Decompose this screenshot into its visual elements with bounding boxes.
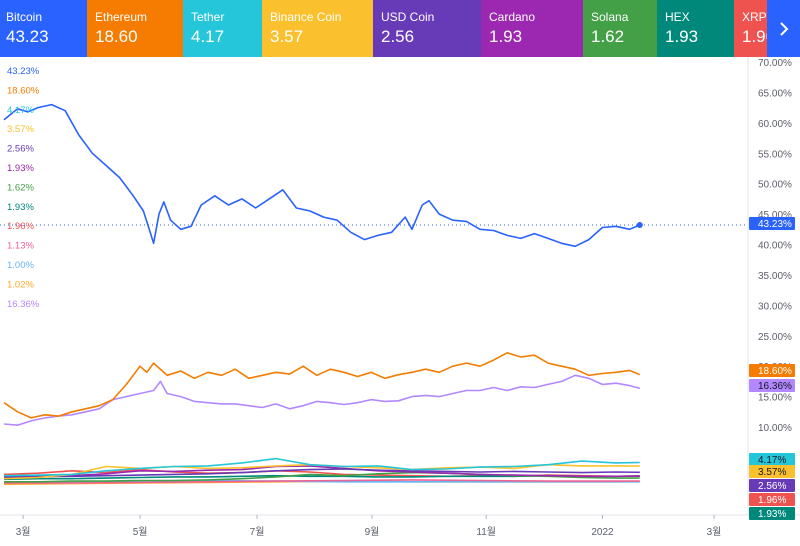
value-badge bbox=[749, 465, 795, 478]
tab-name: Bitcoin bbox=[6, 10, 43, 24]
tab-name: Solana bbox=[591, 10, 629, 24]
series-line-3 bbox=[3, 457, 640, 477]
value-badge bbox=[749, 507, 795, 520]
value-badge-text: 3.57% bbox=[758, 467, 786, 478]
tab-value: 18.60 bbox=[95, 27, 138, 46]
tab-value: 1.96 bbox=[742, 27, 767, 46]
series-line-2 bbox=[3, 374, 641, 427]
tab-value: 1.93 bbox=[489, 27, 523, 46]
series-line-5 bbox=[3, 468, 640, 478]
series-line-6 bbox=[3, 465, 640, 479]
tab-cardano[interactable]: Cardano 1.93 bbox=[481, 0, 583, 57]
series-line-1 bbox=[3, 351, 641, 419]
y-tick-label: 10.00% bbox=[758, 423, 792, 434]
y-tick-label: 25.00% bbox=[758, 332, 792, 343]
chevron-right-icon bbox=[779, 21, 788, 36]
legend-value: 1.02% bbox=[7, 279, 34, 290]
value-badge-text: 2.56% bbox=[758, 481, 786, 492]
value-badge bbox=[749, 364, 795, 377]
tab-usd-coin[interactable]: USD Coin 2.56 bbox=[373, 0, 481, 57]
y-tick-label: 35.00% bbox=[758, 271, 792, 282]
tab-value: 1.93 bbox=[665, 27, 699, 46]
value-badge bbox=[749, 453, 795, 466]
legend-value: 1.93% bbox=[7, 202, 34, 213]
x-tick-label: 11월 bbox=[476, 526, 496, 538]
value-badge bbox=[749, 479, 795, 492]
legend-value: 16.36% bbox=[7, 299, 40, 310]
tab-hex[interactable]: HEX 1.93 bbox=[657, 0, 734, 57]
tab-name: Binance Coin bbox=[270, 10, 342, 24]
legend-value: 1.93% bbox=[7, 163, 34, 174]
tab-name: USD Coin bbox=[381, 10, 435, 24]
legend-value: 3.57% bbox=[7, 124, 34, 135]
next-tabs-button[interactable] bbox=[767, 0, 800, 57]
x-tick-label: 5월 bbox=[133, 526, 148, 538]
tab-tether[interactable]: Tether 4.17 bbox=[183, 0, 262, 57]
tab-name: Cardano bbox=[489, 10, 536, 24]
tab-solana[interactable]: Solana 1.62 bbox=[583, 0, 657, 57]
tab-value: 43.23 bbox=[6, 27, 49, 46]
y-tick-label: 65.00% bbox=[758, 88, 792, 99]
value-badge bbox=[749, 217, 795, 230]
series-line-0 bbox=[3, 103, 641, 248]
tab-value: 1.62 bbox=[591, 27, 625, 46]
tab-name: Ethereum bbox=[95, 10, 148, 24]
tab-value: 4.17 bbox=[191, 27, 225, 46]
y-tick-label: 15.00% bbox=[758, 393, 792, 404]
legend-value: 4.17% bbox=[7, 105, 34, 116]
value-badge-text: 18.60% bbox=[758, 366, 792, 377]
legend-value: 1.13% bbox=[7, 241, 34, 252]
value-badge-text: 43.23% bbox=[758, 219, 792, 230]
x-tick-label: 7월 bbox=[250, 526, 265, 538]
x-tick-label: 3월 bbox=[16, 526, 31, 538]
tab-name: Tether bbox=[191, 10, 225, 24]
value-badge-text: 16.36% bbox=[758, 381, 792, 392]
x-tick-label: 2022 bbox=[591, 527, 614, 538]
value-badge bbox=[749, 379, 795, 392]
y-tick-label: 45.00% bbox=[758, 210, 792, 221]
y-tick-label: 30.00% bbox=[758, 301, 792, 312]
series-line-10 bbox=[4, 479, 640, 484]
y-tick-label: 40.00% bbox=[758, 241, 792, 252]
x-tick-label: 9월 bbox=[365, 526, 380, 538]
legend-value: 43.23% bbox=[7, 66, 40, 77]
tab-name: HEX bbox=[665, 10, 690, 24]
value-badge-text: 1.93% bbox=[758, 509, 786, 520]
tab-xrp[interactable]: XRP 1.96 bbox=[734, 0, 767, 57]
tab-value: 3.57 bbox=[270, 27, 304, 46]
y-tick-label: 70.00% bbox=[758, 58, 792, 69]
y-tick-label: 60.00% bbox=[758, 119, 792, 130]
tab-bitcoin[interactable]: Bitcoin 43.23 bbox=[0, 0, 87, 57]
bitcoin-last-point bbox=[636, 222, 643, 229]
legend-value: 1.62% bbox=[7, 182, 34, 193]
y-tick-label: 55.00% bbox=[758, 149, 792, 160]
legend-value: 2.56% bbox=[7, 144, 34, 155]
tab-binance-coin[interactable]: Binance Coin 3.57 bbox=[262, 0, 373, 57]
value-badge-text: 4.17% bbox=[758, 455, 786, 466]
legend-value: 18.60% bbox=[7, 85, 40, 96]
value-badge-text: 1.96% bbox=[758, 495, 786, 506]
coin-tab-bar: Bitcoin 43.23 Ethereum 18.60 Tether 4.17 Binan… bbox=[0, 0, 800, 57]
tab-ethereum[interactable]: Ethereum 18.60 bbox=[87, 0, 183, 57]
legend-value: 1.00% bbox=[7, 260, 34, 271]
tab-value: 2.56 bbox=[381, 27, 415, 46]
x-tick-label: 3월 bbox=[707, 526, 722, 538]
y-tick-label: 50.00% bbox=[758, 180, 792, 191]
tab-name: XRP bbox=[742, 10, 767, 24]
value-badge bbox=[749, 493, 795, 506]
legend-value: 1.96% bbox=[7, 221, 34, 232]
